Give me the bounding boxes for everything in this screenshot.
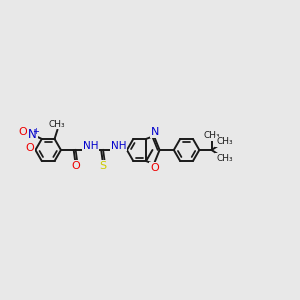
Text: CH₃: CH₃	[49, 120, 65, 129]
Text: O: O	[26, 142, 34, 152]
Text: O: O	[19, 127, 28, 136]
Text: O: O	[71, 161, 80, 171]
Text: S: S	[100, 161, 107, 171]
Text: NH: NH	[111, 141, 126, 151]
Text: CH₃: CH₃	[203, 131, 220, 140]
Text: NH: NH	[83, 141, 99, 151]
Text: N: N	[151, 127, 159, 137]
Text: N: N	[28, 128, 37, 141]
Text: +: +	[32, 127, 39, 136]
Text: O: O	[150, 163, 159, 173]
Text: CH₃: CH₃	[216, 154, 233, 163]
Text: CH₃: CH₃	[216, 137, 233, 146]
